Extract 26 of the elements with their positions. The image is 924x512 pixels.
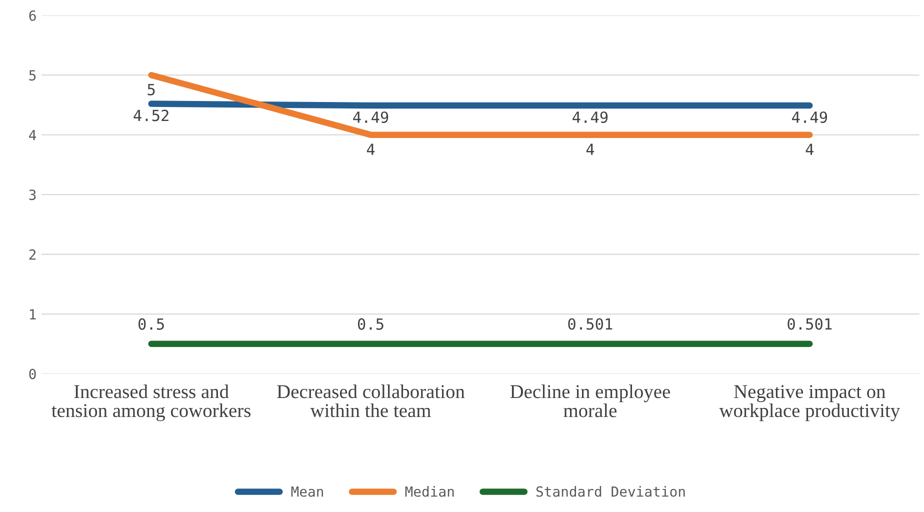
y-tick-label: 5 (29, 70, 36, 81)
y-tick-label: 6 (29, 10, 36, 21)
data-label: 0.5 (138, 318, 164, 330)
data-label: 0.501 (568, 318, 612, 330)
y-tick-label: 3 (29, 190, 36, 200)
x-tick-label: Decreased collaboration within the team (277, 384, 465, 418)
legend-label: Standard Deviation (536, 486, 685, 497)
data-label: 0.501 (788, 318, 832, 330)
y-tick-label: 1 (30, 309, 36, 320)
data-label: 4 (586, 144, 594, 155)
data-label: 4 (806, 144, 814, 155)
data-label: 4.49 (572, 111, 608, 124)
data-label: 5 (148, 84, 155, 96)
x-tick-label: Increased stress and tension among coworkers (52, 384, 250, 422)
y-tick-label: 2 (29, 249, 36, 260)
legend-label: Median (405, 486, 454, 497)
y-tick-label: 4 (29, 130, 36, 140)
data-label: 4.49 (353, 111, 388, 124)
data-label: 4.49 (792, 111, 828, 124)
y-tick-label: 0 (29, 368, 36, 380)
x-tick-label: Negative impact on workplace productivity (719, 385, 900, 422)
data-label: 4.52 (134, 110, 168, 122)
data-label: 4 (366, 144, 375, 155)
data-label: 0.5 (358, 318, 384, 330)
legend-label: Mean (291, 486, 323, 497)
x-tick-label: Decline in employee morale (510, 384, 670, 418)
